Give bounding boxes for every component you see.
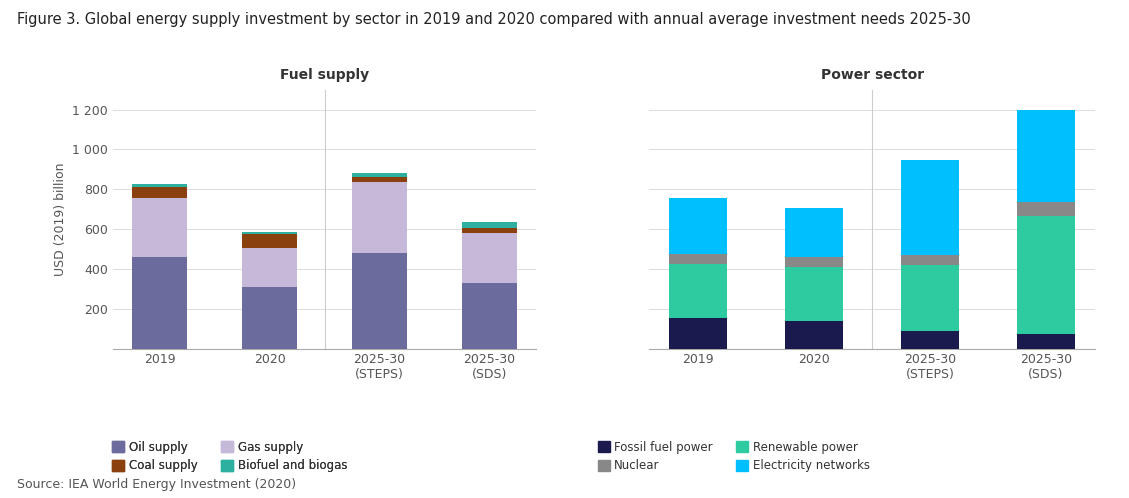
Bar <box>669 254 727 264</box>
Legend: Fossil fuel power, Nuclear, Renewable power, Electricity networks: Fossil fuel power, Nuclear, Renewable po… <box>593 436 875 477</box>
Bar <box>669 198 727 254</box>
Title: Power sector: Power sector <box>821 68 924 82</box>
Bar <box>242 232 297 234</box>
Bar <box>786 208 843 257</box>
Bar <box>786 321 843 349</box>
Y-axis label: USD (2019) billion: USD (2019) billion <box>53 162 67 276</box>
Bar <box>1017 216 1075 334</box>
Bar <box>901 160 959 255</box>
Text: Source: IEA World Energy Investment (2020): Source: IEA World Energy Investment (202… <box>17 478 296 491</box>
Text: Figure 3. Global energy supply investment by sector in 2019 and 2020 compared wi: Figure 3. Global energy supply investmen… <box>17 12 971 27</box>
Title: Fuel supply: Fuel supply <box>280 68 369 82</box>
Bar <box>462 233 517 283</box>
Bar <box>786 257 843 267</box>
Bar <box>352 253 408 349</box>
Bar <box>669 318 727 349</box>
Bar <box>1017 110 1075 202</box>
Bar <box>242 248 297 287</box>
Bar <box>901 255 959 265</box>
Bar <box>669 264 727 318</box>
Bar <box>786 267 843 321</box>
Bar <box>901 331 959 349</box>
Bar <box>132 184 187 187</box>
Bar <box>132 187 187 198</box>
Bar <box>242 287 297 349</box>
Bar <box>462 228 517 233</box>
Bar <box>132 198 187 257</box>
Bar <box>132 257 187 349</box>
Bar <box>352 173 408 177</box>
Bar <box>901 265 959 331</box>
Legend: Oil supply, Coal supply, Gas supply, Biofuel and biogas: Oil supply, Coal supply, Gas supply, Bio… <box>107 436 352 477</box>
Bar <box>352 177 408 182</box>
Bar <box>1017 334 1075 349</box>
Bar <box>1017 202 1075 216</box>
Bar <box>242 234 297 248</box>
Bar <box>352 182 408 253</box>
Bar <box>462 283 517 349</box>
Bar <box>462 222 517 228</box>
